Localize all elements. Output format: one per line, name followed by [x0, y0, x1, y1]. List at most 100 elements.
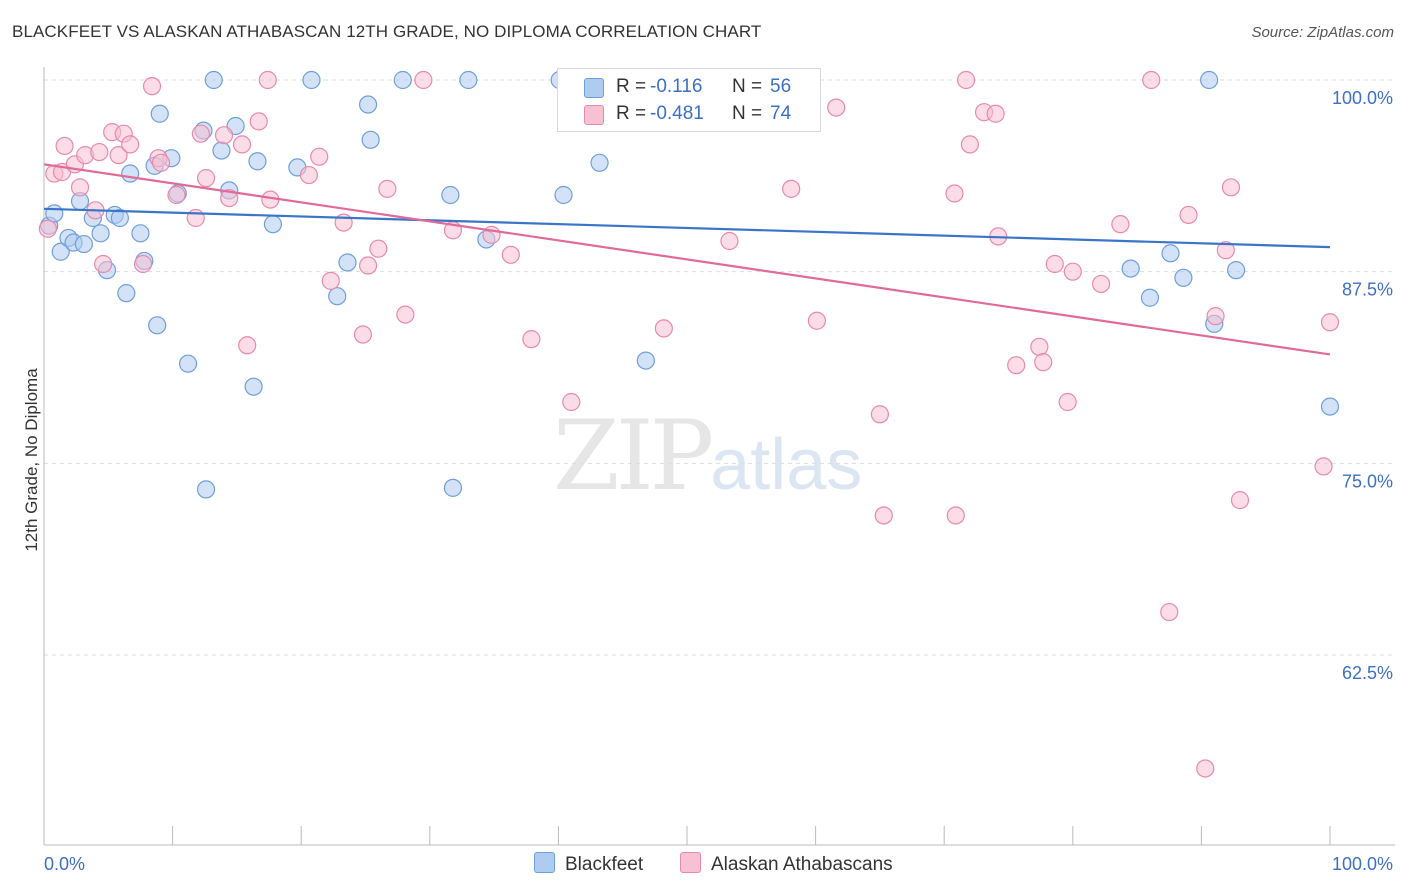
alaskan-point: [396, 305, 415, 324]
blackfeet-point: [212, 141, 231, 160]
alaskan-point: [249, 112, 268, 131]
blackfeet-point: [328, 287, 347, 306]
legend-row-blackfeet: R = -0.116 N = 56: [558, 74, 820, 100]
blackfeet-point: [110, 208, 129, 228]
alaskan-point: [654, 319, 673, 338]
blackfeet-point: [248, 152, 267, 171]
alaskan-point: [827, 98, 846, 117]
blackfeet-point: [361, 130, 380, 149]
alaskan-point: [1196, 759, 1215, 778]
blackfeet-point: [1121, 259, 1140, 278]
blackfeet-point: [74, 234, 93, 254]
blackfeet-n-label: N =: [732, 76, 763, 97]
alaskan-point: [238, 336, 257, 355]
alaskan-point: [142, 77, 162, 96]
alaskan-point: [191, 124, 210, 143]
blackfeet-point: [196, 480, 216, 499]
alaskan-point: [1091, 274, 1111, 294]
alaskan-point: [353, 325, 373, 344]
bottom-alaskan-label: Alaskan Athabascans: [711, 854, 893, 875]
blackfeet-point: [51, 242, 70, 261]
alaskan-point: [38, 219, 57, 238]
alaskan-point: [1030, 337, 1049, 356]
alaskan-point: [358, 256, 378, 275]
alaskan-point: [196, 169, 216, 188]
alaskan-point: [720, 231, 739, 251]
blackfeet-point: [441, 185, 460, 205]
alaskan-point: [986, 104, 1005, 123]
bottom-legend-blackfeet: Blackfeet: [534, 852, 643, 876]
bottom-blackfeet-swatch: [534, 852, 555, 873]
y-tick-label: 62.5%: [1342, 663, 1393, 683]
blackfeet-point: [1200, 70, 1219, 90]
blackfeet-point: [131, 224, 150, 243]
alaskan-r-label: R =: [616, 103, 647, 124]
alaskan-point: [1111, 215, 1130, 234]
blackfeet-r-label: R =: [616, 76, 647, 97]
blackfeet-point: [1161, 244, 1180, 263]
blackfeet-point: [636, 351, 655, 370]
blackfeet-point: [358, 95, 378, 114]
blackfeet-point: [1174, 268, 1193, 287]
alaskan-point: [874, 506, 893, 525]
bottom-alaskan-swatch: [680, 852, 701, 873]
legend-row-alaskan: R = -0.481 N = 74: [558, 101, 820, 127]
alaskan-point: [70, 178, 90, 197]
blackfeet-point: [302, 70, 321, 90]
alaskan-point: [956, 70, 976, 90]
alaskan-point: [1007, 356, 1026, 375]
chart-title: BLACKFEET VS ALASKAN ATHABASCAN 12TH GRA…: [12, 22, 762, 41]
alaskan-point: [321, 271, 340, 290]
alaskan-point: [258, 70, 277, 90]
blackfeet-point: [45, 204, 64, 223]
alaskan-point: [151, 153, 171, 172]
alaskan-point: [1230, 491, 1250, 510]
alaskan-point: [946, 506, 965, 525]
alaskan-point: [1142, 70, 1161, 90]
blackfeet-point: [148, 316, 167, 335]
alaskan-swatch: [584, 105, 604, 125]
alaskan-point: [1216, 241, 1235, 260]
alaskan-point: [1314, 457, 1333, 476]
x-tick-label-max: 100.0%: [1332, 854, 1393, 874]
alaskan-point: [109, 146, 128, 165]
y-axis-label: 12th Grade, No Diploma: [22, 368, 41, 552]
alaskan-point: [807, 311, 826, 330]
blackfeet-point: [443, 478, 463, 497]
blackfeet-point: [263, 215, 283, 234]
alaskan-point: [562, 392, 581, 412]
alaskan-point: [94, 254, 113, 274]
y-tick-label: 75.0%: [1342, 471, 1393, 491]
alaskan-trendline: [43, 163, 1331, 356]
y-tick-label: 87.5%: [1342, 280, 1393, 300]
alaskan-point: [960, 135, 980, 154]
watermark-zip: ZIP: [553, 400, 714, 512]
blackfeet-point: [204, 70, 223, 90]
alaskan-point: [1320, 313, 1340, 332]
alaskan-point: [501, 245, 520, 264]
bottom-blackfeet-label: Blackfeet: [565, 854, 644, 875]
alaskan-point: [1160, 602, 1179, 622]
alaskan-n-value: 74: [770, 103, 792, 124]
alaskan-point: [945, 184, 964, 203]
blackfeet-point: [459, 70, 478, 90]
alaskan-point: [414, 70, 433, 90]
alaskan-point: [1045, 254, 1064, 274]
blackfeet-n-value: 56: [770, 76, 792, 97]
correlation-legend: R = -0.116 N = 56 R = -0.481 N = 74: [557, 68, 821, 132]
alaskan-point: [133, 254, 153, 274]
bottom-legend-alaskan: Alaskan Athabascans: [680, 852, 893, 876]
y-tick-label: 100.0%: [1332, 88, 1393, 108]
blackfeet-point: [1227, 261, 1246, 280]
blackfeet-point: [178, 354, 198, 373]
alaskan-point: [870, 405, 890, 424]
alaskan-point: [232, 135, 252, 154]
blackfeet-swatch: [584, 78, 604, 98]
alaskan-point: [220, 188, 239, 208]
blackfeet-trendline: [43, 207, 1331, 249]
alaskan-point: [1179, 205, 1198, 225]
zipatlas-watermark: ZIPatlas: [553, 400, 862, 512]
alaskan-point: [522, 330, 541, 349]
alaskan-point: [378, 179, 397, 198]
